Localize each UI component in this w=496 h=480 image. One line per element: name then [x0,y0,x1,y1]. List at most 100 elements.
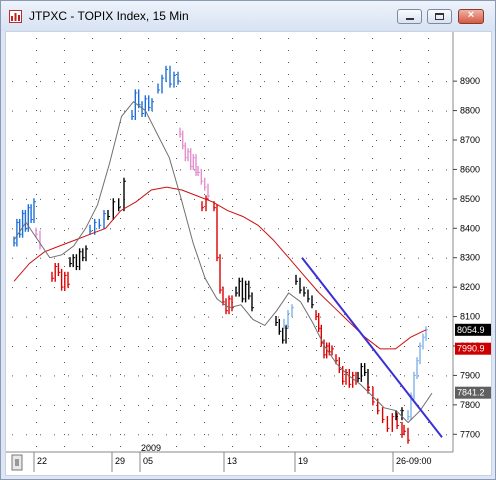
grid-dot [180,404,181,406]
grid-dot [204,170,205,171]
grid-dot [260,182,261,183]
grid-dot [288,110,289,111]
grid-dot [446,404,447,406]
grid-dot [372,290,373,291]
grid-dot [138,228,139,230]
chart-area[interactable]: 8900880087008600850084008300820081008000… [5,31,492,476]
price-badge-2 [455,386,491,399]
grid-dot [232,134,233,135]
grid-dot [92,350,93,351]
grid-dot [390,257,391,259]
grid-dot [204,38,205,39]
grid-dot [390,81,391,83]
grid-dot [446,375,447,377]
grid-dot [428,266,429,267]
minimize-button[interactable] [397,9,422,24]
title-bar[interactable]: JTPXC - TOPIX Index, 15 Min × [1,1,495,31]
grid-dot [176,362,177,363]
grid-dot [306,228,307,230]
grid-dot [344,338,345,339]
grid-dot [260,326,261,327]
grid-dot [12,346,13,347]
grid-dot [148,170,149,171]
grid-dot [404,404,405,406]
grid-dot [124,169,125,171]
grid-dot [138,316,139,318]
grid-dot [194,316,195,318]
grid-dot [400,434,401,435]
grid-dot [176,290,177,291]
grid-dot [96,434,97,436]
grid-dot [176,134,177,135]
grid-dot [92,434,93,435]
grid-dot [120,122,121,123]
grid-dot [92,386,93,387]
grid-dot [232,398,233,399]
grid-dot [110,198,111,200]
grid-dot [372,422,373,423]
grid-dot [64,62,65,63]
grid-dot [204,362,205,363]
price-tick-label-3: 8600 [460,164,480,174]
grid-dot [92,230,93,231]
grid-dot [232,278,233,279]
grid-dot [148,410,149,411]
close-button[interactable]: × [458,9,484,24]
grid-dot [316,146,317,147]
grid-dot [232,194,233,195]
grid-dot [372,74,373,75]
maximize-button[interactable] [427,9,452,24]
grid-dot [344,134,345,135]
grid-dot [362,198,363,200]
grid-dot [64,434,65,435]
grid-dot [288,422,289,423]
grid-dot [208,140,209,141]
grid-dot [92,110,93,111]
grid-dot [222,434,223,436]
grid-dot [334,81,335,83]
grid-dot [288,122,289,123]
grid-dot [418,198,419,200]
price-chart[interactable]: 8900880087008600850084008300820081008000… [6,32,491,475]
grid-dot [222,198,223,200]
grid-dot [372,86,373,87]
grid-dot [316,230,317,231]
grid-dot [148,158,149,159]
grid-dot [278,257,279,259]
scroll-handle[interactable] [11,454,23,471]
grid-dot [96,316,97,318]
grid-dot [180,169,181,171]
grid-dot [148,194,149,195]
grid-dot [372,230,373,231]
grid-dot [250,287,251,289]
grid-dot [120,446,121,447]
grid-dot [400,74,401,75]
grid-dot [12,140,13,141]
grid-dot [204,110,205,111]
grid-dot [36,182,37,183]
grid-dot [232,110,233,111]
grid-dot [208,346,209,347]
grid-dot [236,198,237,200]
grid-dot [400,194,401,195]
grid-dot [260,434,261,435]
grid-dot [372,338,373,339]
grid-dot [344,182,345,183]
grid-dot [12,81,13,83]
grid-dot [306,169,307,171]
grid-dot [236,346,237,347]
grid-dot [260,134,261,135]
grid-dot [232,422,233,423]
grid-dot [120,302,121,303]
grid-dot [36,158,37,159]
grid-dot [288,38,289,39]
grid-dot [166,375,167,377]
grid-dot [222,110,223,112]
grid-dot [96,346,97,347]
grid-dot [288,398,289,399]
grid-dot [82,198,83,200]
grid-dot [348,198,349,200]
grid-dot [120,326,121,327]
grid-dot [92,122,93,123]
grid-dot [166,228,167,230]
